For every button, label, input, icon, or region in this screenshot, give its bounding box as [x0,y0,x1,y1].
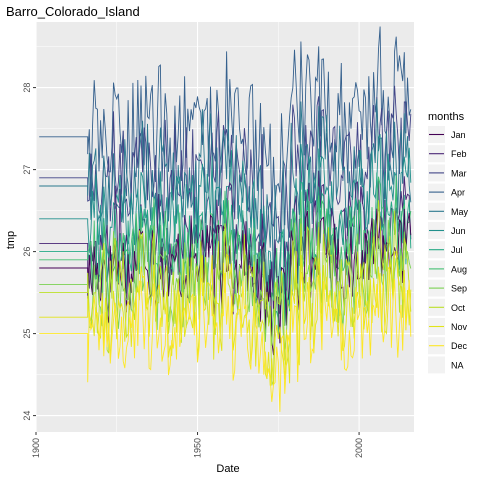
legend-label-jun: Jun [451,226,466,236]
legend-label-mar: Mar [451,168,467,178]
y-tick-label: 28 [22,83,32,93]
legend-label-sep: Sep [451,284,467,294]
series-line-oct [39,200,412,386]
legend-label-jul: Jul [451,245,463,255]
y-tick-label: 27 [22,165,32,175]
y-tick-label: 26 [22,247,32,257]
legend-label-apr: Apr [451,188,465,198]
legend-label-dec: Dec [451,341,468,351]
legend: months Jan Feb Mar Apr May Jun Jul Aug Sep Oct Nov… [428,111,469,374]
series-line-jun [39,133,412,299]
legend-key-bg [428,356,445,374]
chart-title: Barro_Colorado_Island [6,4,140,19]
series-layer [39,26,412,412]
series-line-dec [39,266,412,412]
legend-label-na: NA [451,360,464,370]
y-tick-label: 24 [22,411,32,421]
legend-label-feb: Feb [451,149,467,159]
x-axis-title: Date [216,463,239,475]
series-line-may [39,98,412,289]
legend-label-may: May [451,207,469,217]
axes: 1900 1950 2000 24 25 26 27 28 [22,83,364,458]
legend-label-nov: Nov [451,322,468,332]
legend-title: months [428,111,465,123]
y-tick-label: 25 [22,329,32,339]
legend-label-oct: Oct [451,303,466,313]
x-tick-label: 2000 [354,438,364,458]
series-line-apr [39,26,412,226]
legend-label-jan: Jan [451,130,466,140]
x-tick-label: 1900 [31,438,41,458]
legend-label-aug: Aug [451,264,467,274]
y-axis-title: tmp [5,231,17,249]
x-tick-label: 1950 [193,438,203,458]
